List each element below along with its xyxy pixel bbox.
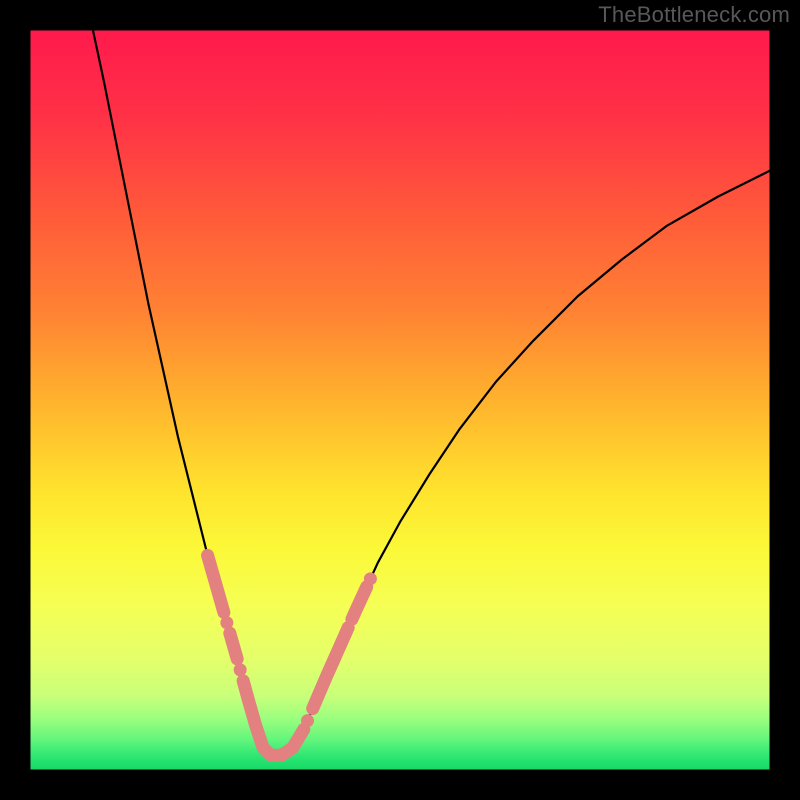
highlight-dot-3 bbox=[364, 572, 377, 585]
figure-root: TheBottleneck.com bbox=[0, 0, 800, 800]
highlight-dot-1 bbox=[234, 663, 247, 676]
highlight-segment-1 bbox=[230, 633, 237, 659]
plot-background bbox=[30, 30, 770, 770]
highlight-dot-0 bbox=[220, 616, 233, 629]
chart-svg bbox=[0, 0, 800, 800]
watermark-text: TheBottleneck.com bbox=[598, 2, 790, 28]
highlight-dot-2 bbox=[301, 714, 314, 727]
